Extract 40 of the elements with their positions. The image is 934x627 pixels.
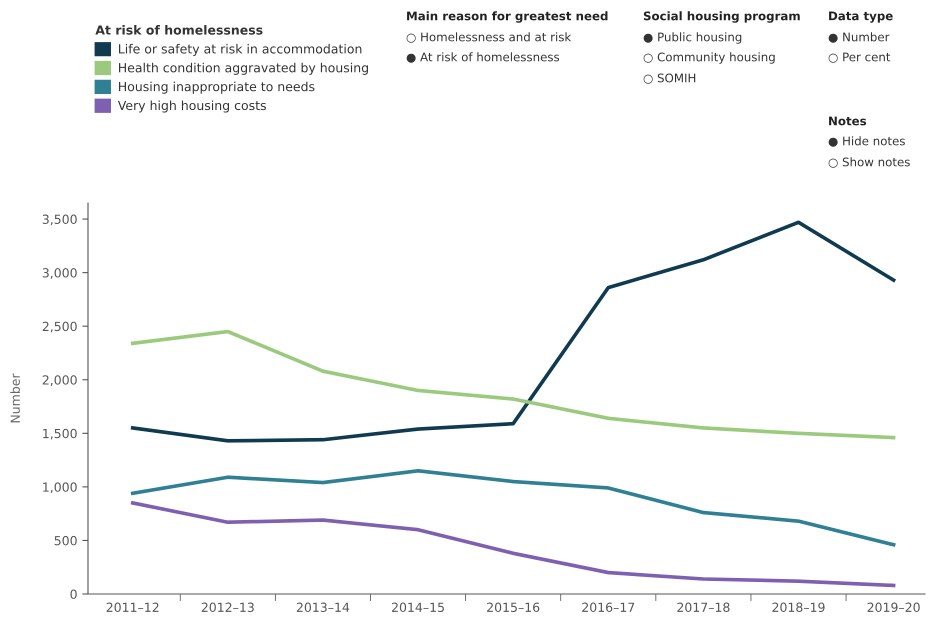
legend-label: Life or safety at risk in accommodation (119, 44, 362, 56)
line-series (130, 220, 896, 443)
text: ○ Show notes (828, 157, 910, 168)
x-tick-label: 2019–20 (868, 602, 920, 612)
y-tick-label: 3,000 (42, 268, 77, 279)
text: ○ Per cent (828, 52, 890, 63)
x-tick-label: 2015–16 (487, 602, 540, 612)
legend-label: Health condition aggravated by housing (119, 62, 368, 75)
x-tick-label: 2012–13 (202, 602, 254, 612)
y-tick-label: 2,500 (42, 322, 77, 332)
text: ○ SOMIH (644, 73, 696, 84)
text: ○ Homelessness and at risk (406, 32, 572, 43)
text: ● Number (828, 32, 890, 43)
legend-label: Housing inappropriate to needs (119, 82, 314, 94)
y-tick-label: 500 (54, 536, 77, 546)
legend-label: Very high housing costs (118, 100, 266, 113)
text: Main reason for greatest need (407, 11, 608, 23)
x-tick-label: 2016–17 (582, 602, 634, 612)
x-tick-label: 2014–15 (392, 602, 444, 612)
y-axis-title: Number (10, 373, 20, 422)
x-tick-label: 2017–18 (677, 602, 730, 612)
legend-title: At risk of homelessness (95, 25, 263, 35)
y-tick-label: 2,000 (42, 375, 77, 386)
x-tick-label: 2011–12 (106, 602, 158, 612)
line-series (130, 330, 896, 440)
y-tick-label: 1,500 (43, 428, 77, 440)
text: Notes (829, 116, 866, 126)
text: ● At risk of homelessness (406, 52, 560, 63)
text: Data type (829, 12, 893, 23)
text: ● Public housing (644, 32, 742, 44)
y-tick-label: 3,500 (42, 214, 77, 226)
y-tick-label: 0 (70, 589, 77, 599)
y-tick-label: 1,000 (43, 482, 77, 494)
line-series (130, 501, 896, 588)
text: Social housing program (644, 11, 800, 23)
text: ○ Community housing (644, 52, 775, 64)
x-tick-label: 2018–19 (772, 602, 825, 612)
line-series (130, 469, 896, 547)
text: ● Hide notes (828, 136, 905, 147)
x-tick-label: 2013–14 (296, 602, 350, 612)
